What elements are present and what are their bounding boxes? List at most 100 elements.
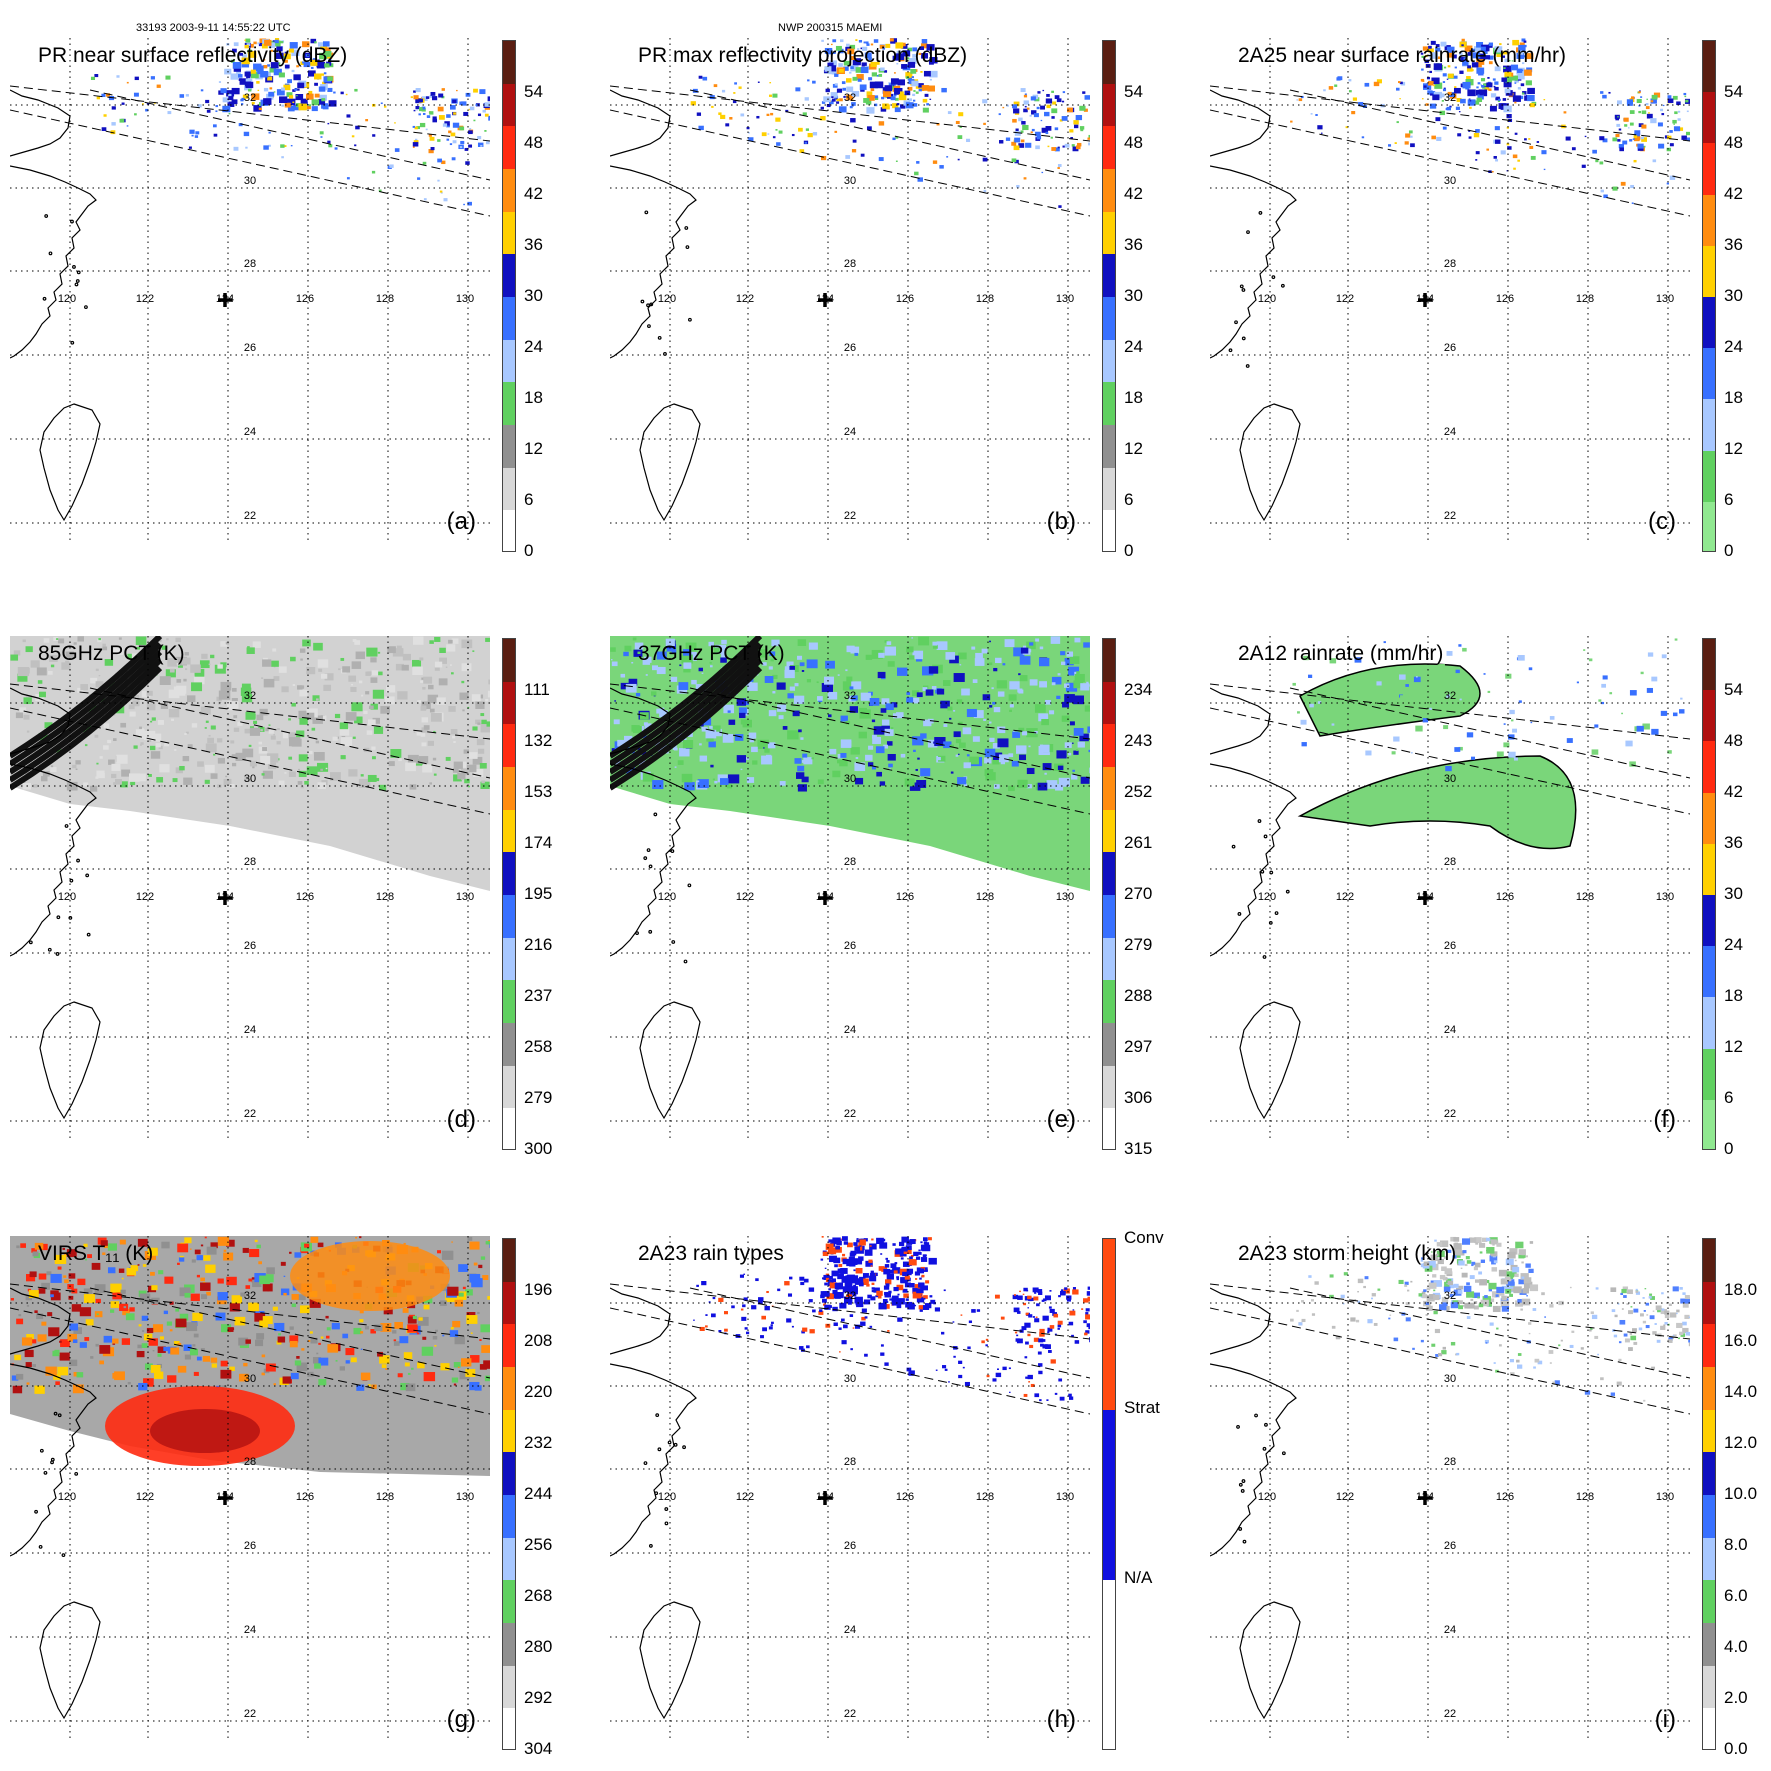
- colorbar-tick-label: 300: [524, 1139, 553, 1158]
- lat-tick-label: 26: [844, 342, 856, 354]
- colorbar-tick-label: 48: [1724, 731, 1743, 750]
- colorbar-tick-label: 18: [524, 388, 543, 407]
- lon-tick-label: 120: [658, 1491, 676, 1503]
- lon-tick-label: 126: [1496, 293, 1514, 305]
- lat-tick-label: 24: [844, 426, 856, 438]
- lat-tick-label: 26: [1444, 1540, 1456, 1552]
- panel-label: (a): [446, 508, 476, 535]
- colorbar-tick-label: 216: [524, 935, 553, 954]
- lon-tick-label: 122: [736, 891, 754, 903]
- island-outline: [39, 1001, 101, 1120]
- island-outline: [1239, 1001, 1301, 1120]
- colorbar-tick-label: 12: [524, 439, 543, 458]
- lon-tick-label: 130: [1056, 891, 1074, 903]
- pr-swath-edges: [1210, 85, 1690, 217]
- colorbar-tick-label: 24: [1724, 337, 1743, 356]
- colorbar-segment: [1103, 1108, 1115, 1149]
- colorbar-tick-label: 153: [524, 782, 553, 801]
- lat-tick-label: 30: [844, 1373, 856, 1385]
- colorbar-tick-label: 12: [1124, 439, 1143, 458]
- lat-tick-label: 24: [1444, 1624, 1456, 1636]
- lat-tick-label: 24: [244, 1024, 256, 1036]
- colorbar-tick-label: N/A: [1124, 1568, 1153, 1587]
- lon-tick-label: 126: [1496, 891, 1514, 903]
- colorbar-tick-label: 30: [524, 286, 543, 305]
- colorbar-tick-label: 234: [1124, 680, 1153, 699]
- colorbar-segment: [1103, 83, 1115, 128]
- coastline: [610, 687, 701, 1120]
- lat-tick-label: 22: [1444, 1708, 1456, 1720]
- colorbar-segment: [1703, 1580, 1715, 1624]
- lat-tick-label: 26: [244, 342, 256, 354]
- lon-tick-label: 122: [736, 1491, 754, 1503]
- colorbar-segment: [1703, 1495, 1715, 1539]
- lat-lon-grid: 120122124126128130323028262422: [610, 38, 1090, 543]
- colorbar-tick-label: 42: [1724, 184, 1743, 203]
- map-i: 120122124126128130323028262422: [1210, 1236, 1690, 1741]
- colorbar-segment: [503, 1324, 515, 1368]
- colorbar: [502, 40, 516, 552]
- storm-center-icon: [1418, 293, 1432, 307]
- panel-g: 120122124126128130323028262422VIRS T₁₁ (…: [10, 1236, 552, 1758]
- colorbar-segment: [503, 1065, 515, 1110]
- colorbar-tick-label: 42: [524, 184, 543, 203]
- colorbar-tick-label: 36: [1724, 235, 1743, 254]
- header-storm-id: NWP 200315 MAEMI: [778, 22, 883, 34]
- colorbar-tick-label: 304: [524, 1739, 553, 1758]
- lon-tick-label: 126: [296, 891, 314, 903]
- colorbar-segment: [503, 681, 515, 726]
- lat-tick-label: 28: [844, 856, 856, 868]
- pr-swath-edges: [10, 683, 490, 815]
- colorbar-segment: [1103, 467, 1115, 512]
- lon-tick-label: 122: [736, 293, 754, 305]
- colorbar-segment: [503, 425, 515, 469]
- colorbar-segment: [503, 126, 515, 170]
- lon-tick-label: 120: [658, 293, 676, 305]
- lat-tick-label: 30: [844, 175, 856, 187]
- colorbar: [1102, 1238, 1116, 1750]
- map-c: 120122124126128130323028262422: [1210, 38, 1690, 543]
- colorbar-segment: [1703, 501, 1715, 551]
- colorbar-segment: [1703, 399, 1715, 452]
- lat-tick-label: 22: [244, 510, 256, 522]
- lat-tick-label: 26: [1444, 940, 1456, 952]
- colorbar-segment: [503, 1023, 515, 1067]
- lon-tick-label: 126: [296, 293, 314, 305]
- island-outline: [1239, 403, 1301, 522]
- lat-tick-label: 22: [1444, 1108, 1456, 1120]
- colorbar-segment: [503, 767, 515, 811]
- colorbar-tick-label: 6.0: [1724, 1586, 1748, 1605]
- lat-tick-label: 32: [1444, 1290, 1456, 1302]
- colorbar-segment: [503, 1239, 515, 1283]
- colorbar-segment: [503, 1281, 515, 1326]
- colorbar-segment: [1103, 1065, 1115, 1110]
- lon-tick-label: 130: [1656, 891, 1674, 903]
- lat-tick-label: 24: [844, 1624, 856, 1636]
- pr-swath-edges: [1210, 683, 1690, 815]
- lon-tick-label: 126: [896, 1491, 914, 1503]
- storm-center-icon: [818, 293, 832, 307]
- colorbar-tick-label: 12: [1724, 439, 1743, 458]
- colorbar-segment: [1103, 1239, 1115, 1411]
- panel-title: 2A23 storm height (km): [1238, 1242, 1457, 1265]
- lat-tick-label: 28: [1444, 258, 1456, 270]
- colorbar-tick-label: 54: [1124, 82, 1143, 101]
- lat-tick-label: 30: [1444, 175, 1456, 187]
- colorbar-segment: [503, 1367, 515, 1411]
- panel-label: (i): [1654, 1706, 1676, 1733]
- colorbar-segment: [1703, 1409, 1715, 1454]
- colorbar-segment: [503, 1108, 515, 1149]
- colorbar-segment: [503, 895, 515, 939]
- colorbar-segment: [503, 510, 515, 551]
- colorbar-segment: [503, 297, 515, 341]
- colorbar-tick-label: 268: [524, 1586, 553, 1605]
- lat-tick-label: 28: [1444, 856, 1456, 868]
- colorbar-tick-label: 111: [524, 680, 550, 699]
- lon-tick-label: 128: [376, 891, 394, 903]
- colorbar-tick-label: 42: [1724, 782, 1743, 801]
- rain-region: [1299, 663, 1481, 737]
- colorbar-segment: [503, 83, 515, 128]
- lat-tick-label: 22: [844, 1708, 856, 1720]
- lon-tick-label: 128: [376, 1491, 394, 1503]
- pr-swath-edges: [1210, 1283, 1690, 1415]
